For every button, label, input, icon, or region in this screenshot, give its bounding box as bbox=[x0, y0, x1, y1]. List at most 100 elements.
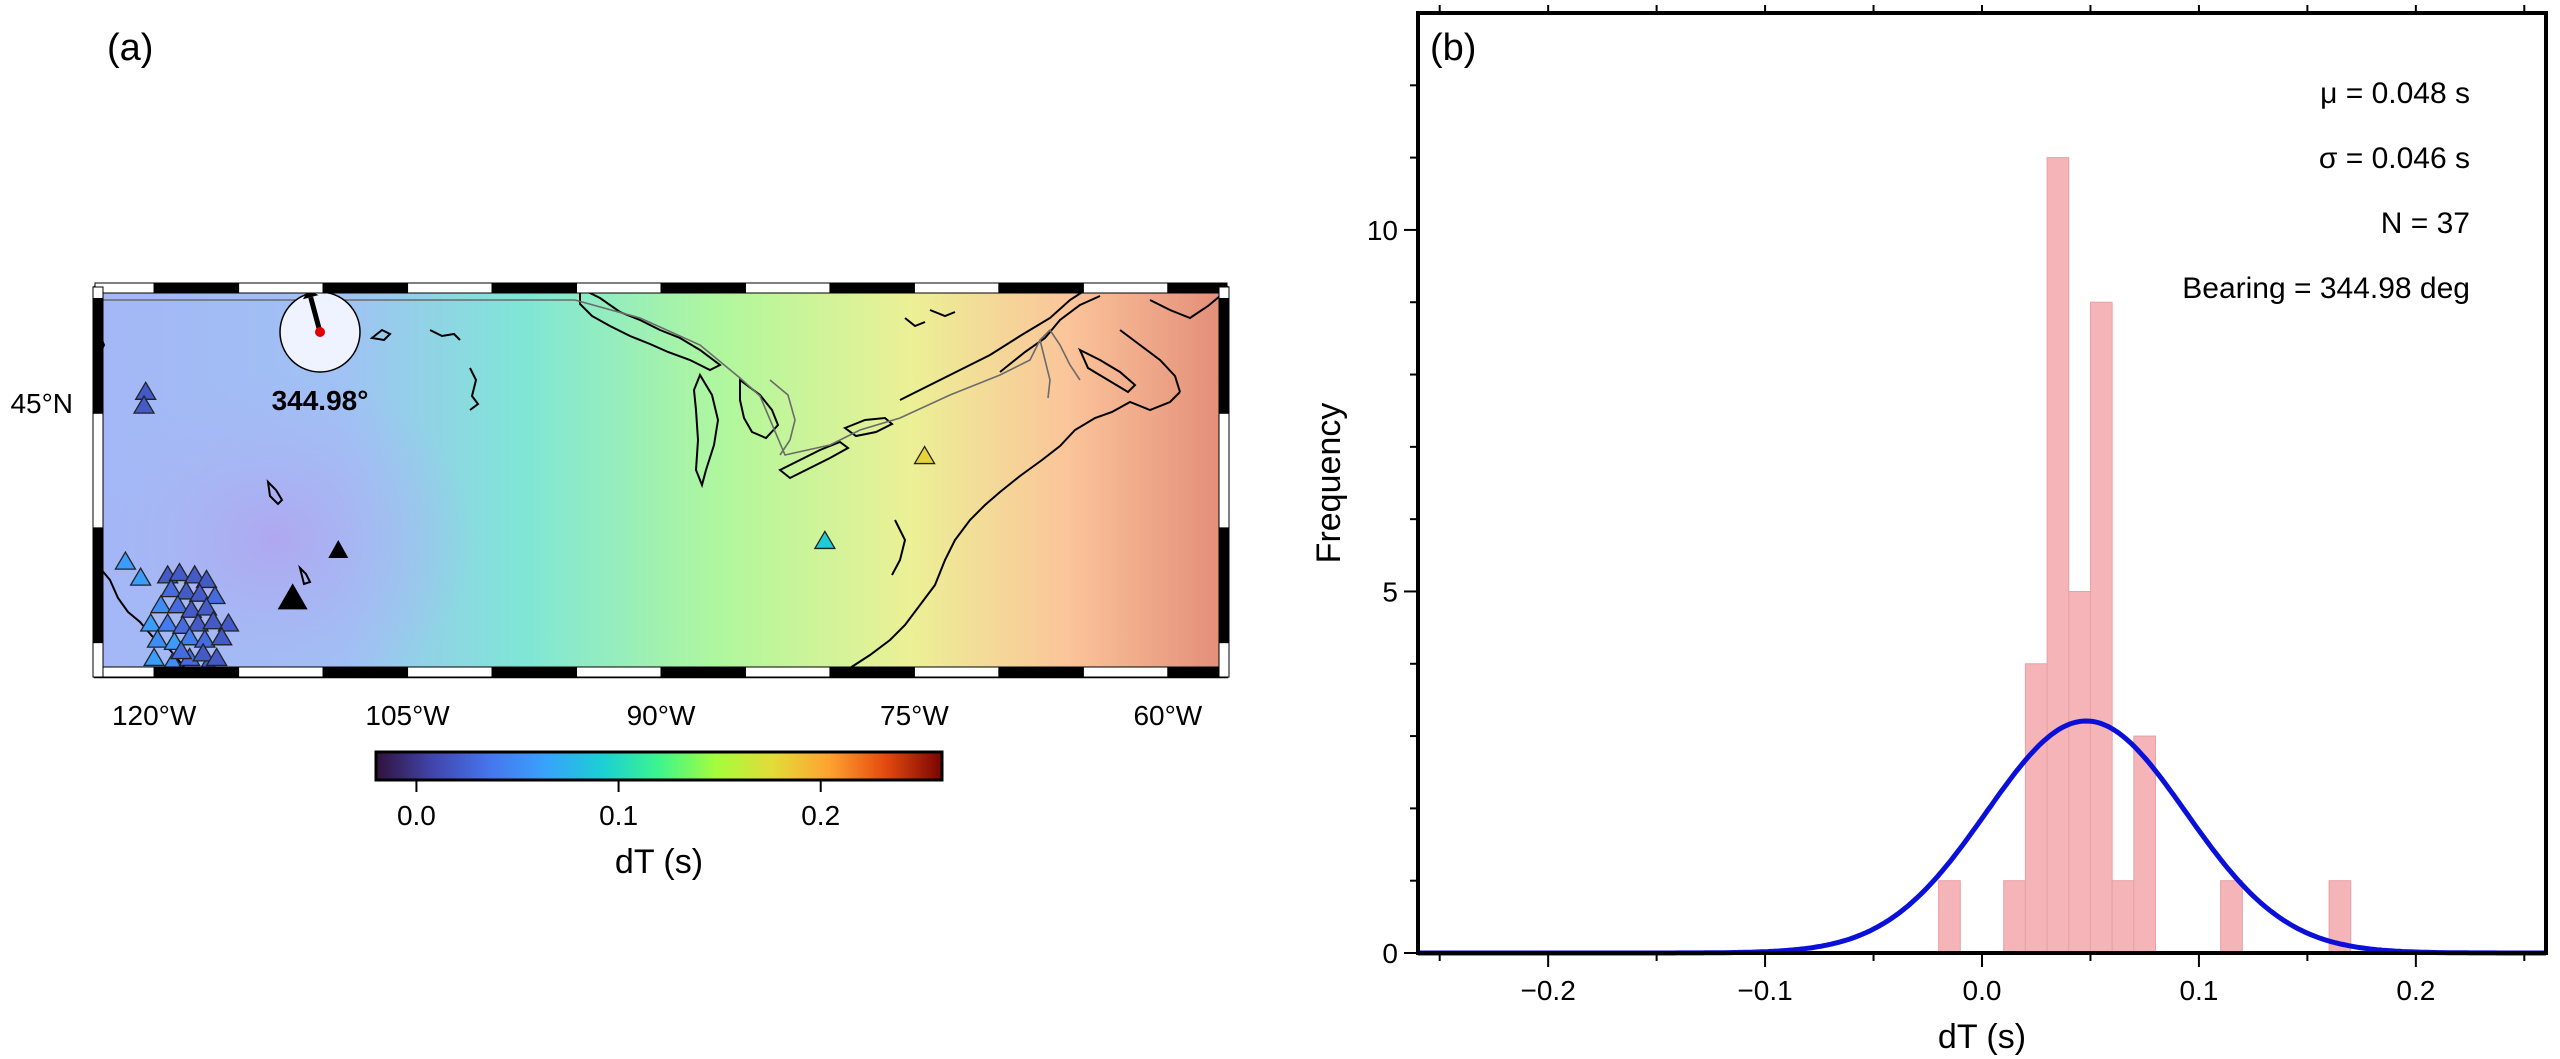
station-triangle bbox=[171, 615, 194, 634]
us-canada-border bbox=[95, 299, 1081, 456]
frame-segment bbox=[238, 666, 324, 678]
saint-lawrence bbox=[899, 287, 1091, 401]
station-triangle bbox=[132, 394, 156, 414]
frame-segment bbox=[829, 666, 915, 678]
frame-segment bbox=[1218, 297, 1230, 414]
x-axis-ticks: −0.2 −0.1 0.0 0.1 0.2 bbox=[1438, 953, 2526, 1006]
north-lake-a bbox=[929, 309, 956, 318]
black-triangle-marker bbox=[328, 540, 349, 559]
frame-segment bbox=[913, 282, 1000, 294]
histogram-bar bbox=[2089, 301, 2113, 954]
x-tick-label: 0.1 bbox=[2179, 975, 2218, 1006]
station-triangle bbox=[195, 569, 218, 589]
lake-superior bbox=[579, 287, 722, 372]
x-axis-label: dT (s) bbox=[1938, 1018, 2026, 1056]
histogram-bars bbox=[1938, 157, 2352, 954]
x-tick-label: 0.0 bbox=[1963, 975, 2002, 1006]
frame-segment bbox=[491, 666, 578, 678]
station-triangle bbox=[156, 612, 179, 632]
northern-river bbox=[429, 329, 461, 341]
frame-segment bbox=[94, 282, 155, 294]
frame-segment bbox=[407, 666, 493, 678]
frame-segment bbox=[153, 666, 240, 678]
colorbar-ramp bbox=[374, 750, 944, 782]
frame-segment bbox=[913, 666, 1000, 678]
histogram-background bbox=[1418, 13, 2546, 953]
colorbar-title: dT (s) bbox=[615, 843, 703, 881]
station-triangle bbox=[142, 647, 166, 667]
histogram-bar bbox=[2111, 880, 2135, 954]
station-triangle bbox=[913, 445, 936, 465]
lake-powell bbox=[298, 564, 312, 586]
bearing-indicator: 344.98° bbox=[272, 289, 368, 416]
dT-minimum-blob bbox=[95, 370, 475, 677]
lake-ontario bbox=[842, 416, 894, 438]
station-triangle bbox=[129, 566, 152, 586]
frame-segment bbox=[1167, 666, 1228, 678]
map-frame-checkerboard bbox=[92, 282, 1230, 678]
histogram-bar bbox=[2220, 880, 2243, 954]
lake-sakakawea bbox=[469, 367, 480, 411]
histogram-bar bbox=[2068, 590, 2091, 954]
x-tick-label: −0.1 bbox=[1737, 975, 1792, 1006]
stats-annotations: μ = 0.048 s σ = 0.046 s N = 37 Bearing = 34… bbox=[2182, 77, 2470, 305]
station-triangle bbox=[180, 598, 203, 618]
station-triangle bbox=[114, 550, 137, 570]
colorbar-ticks: 0.0 0.1 0.2 bbox=[397, 780, 840, 831]
colorbar: 0.0 0.1 0.2 dT (s) bbox=[374, 750, 944, 881]
colorbar-tick-label: 0.1 bbox=[599, 800, 638, 831]
y-tick-label: 10 bbox=[1367, 215, 1398, 246]
y-tick-label: 5 bbox=[1382, 576, 1398, 607]
station-triangle bbox=[813, 530, 837, 550]
station-triangle bbox=[186, 612, 210, 632]
station-triangle bbox=[195, 596, 218, 616]
lat-tick-label: 45°N bbox=[10, 388, 73, 419]
frame-segment bbox=[660, 666, 746, 678]
frame-segment bbox=[322, 666, 409, 678]
lon-tick-label: 60°W bbox=[1133, 700, 1202, 731]
frame-segment bbox=[744, 282, 831, 294]
x-tick-label: 0.2 bbox=[2396, 975, 2435, 1006]
frame-segment bbox=[491, 282, 578, 294]
bearing-arrow bbox=[308, 296, 323, 333]
station-triangle bbox=[139, 612, 162, 632]
lake-huron bbox=[739, 378, 780, 440]
station-triangle bbox=[203, 585, 227, 605]
bearing-center-dot bbox=[315, 327, 325, 337]
station-triangle bbox=[183, 564, 206, 584]
station-triangle bbox=[178, 626, 201, 646]
frame-segment bbox=[1218, 642, 1230, 678]
atlantic-coastline bbox=[834, 391, 1181, 677]
station-triangle bbox=[159, 578, 183, 598]
black-markers bbox=[277, 540, 349, 610]
frame-segment bbox=[998, 282, 1084, 294]
station-triangle bbox=[202, 610, 225, 630]
station-triangle bbox=[170, 640, 193, 660]
lon-tick-label: 75°W bbox=[880, 700, 949, 731]
great-salt-lake bbox=[266, 479, 284, 506]
quebec-shore bbox=[999, 295, 1101, 373]
frame-segment bbox=[998, 666, 1084, 678]
frame-segment bbox=[322, 282, 409, 294]
station-triangle bbox=[146, 628, 169, 648]
northern-lake bbox=[369, 328, 392, 342]
maine-border bbox=[1039, 339, 1051, 399]
lon-tick-label: 90°W bbox=[627, 700, 696, 731]
north-lake-b bbox=[904, 317, 926, 328]
stats-annotation: N = 37 bbox=[2381, 207, 2470, 240]
michigan-border bbox=[769, 379, 796, 456]
lon-tick-label: 120°W bbox=[112, 700, 197, 731]
station-triangle bbox=[217, 612, 240, 632]
top-minor-ticks bbox=[1438, 5, 2526, 13]
frame-segment bbox=[92, 297, 104, 414]
frame-segment bbox=[92, 412, 104, 529]
station-triangle bbox=[205, 647, 228, 667]
lon-tick-labels: 120°W 105°W 90°W 75°W 60°W bbox=[112, 700, 1203, 731]
borders bbox=[95, 299, 1081, 456]
y-tick-label: 0 bbox=[1382, 938, 1398, 969]
station-triangle bbox=[188, 582, 211, 602]
colorbar-tick-label: 0.2 bbox=[801, 800, 840, 831]
panel-b-label: (b) bbox=[1430, 27, 1476, 69]
